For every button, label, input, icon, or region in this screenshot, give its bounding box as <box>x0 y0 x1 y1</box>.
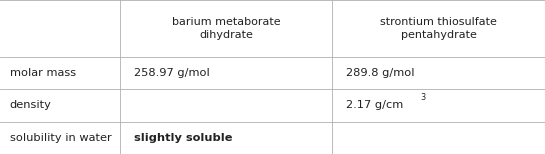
Text: barium metaborate
dihydrate: barium metaborate dihydrate <box>172 17 281 40</box>
Text: molar mass: molar mass <box>10 68 76 78</box>
Text: 258.97 g/mol: 258.97 g/mol <box>134 68 209 78</box>
Text: 2.17 g/cm: 2.17 g/cm <box>346 101 403 110</box>
Text: slightly soluble: slightly soluble <box>134 133 232 143</box>
Text: 289.8 g/mol: 289.8 g/mol <box>346 68 415 78</box>
Text: strontium thiosulfate
pentahydrate: strontium thiosulfate pentahydrate <box>380 17 497 40</box>
Text: solubility in water: solubility in water <box>10 133 112 143</box>
Text: density: density <box>10 101 52 110</box>
Text: 3: 3 <box>420 93 425 102</box>
